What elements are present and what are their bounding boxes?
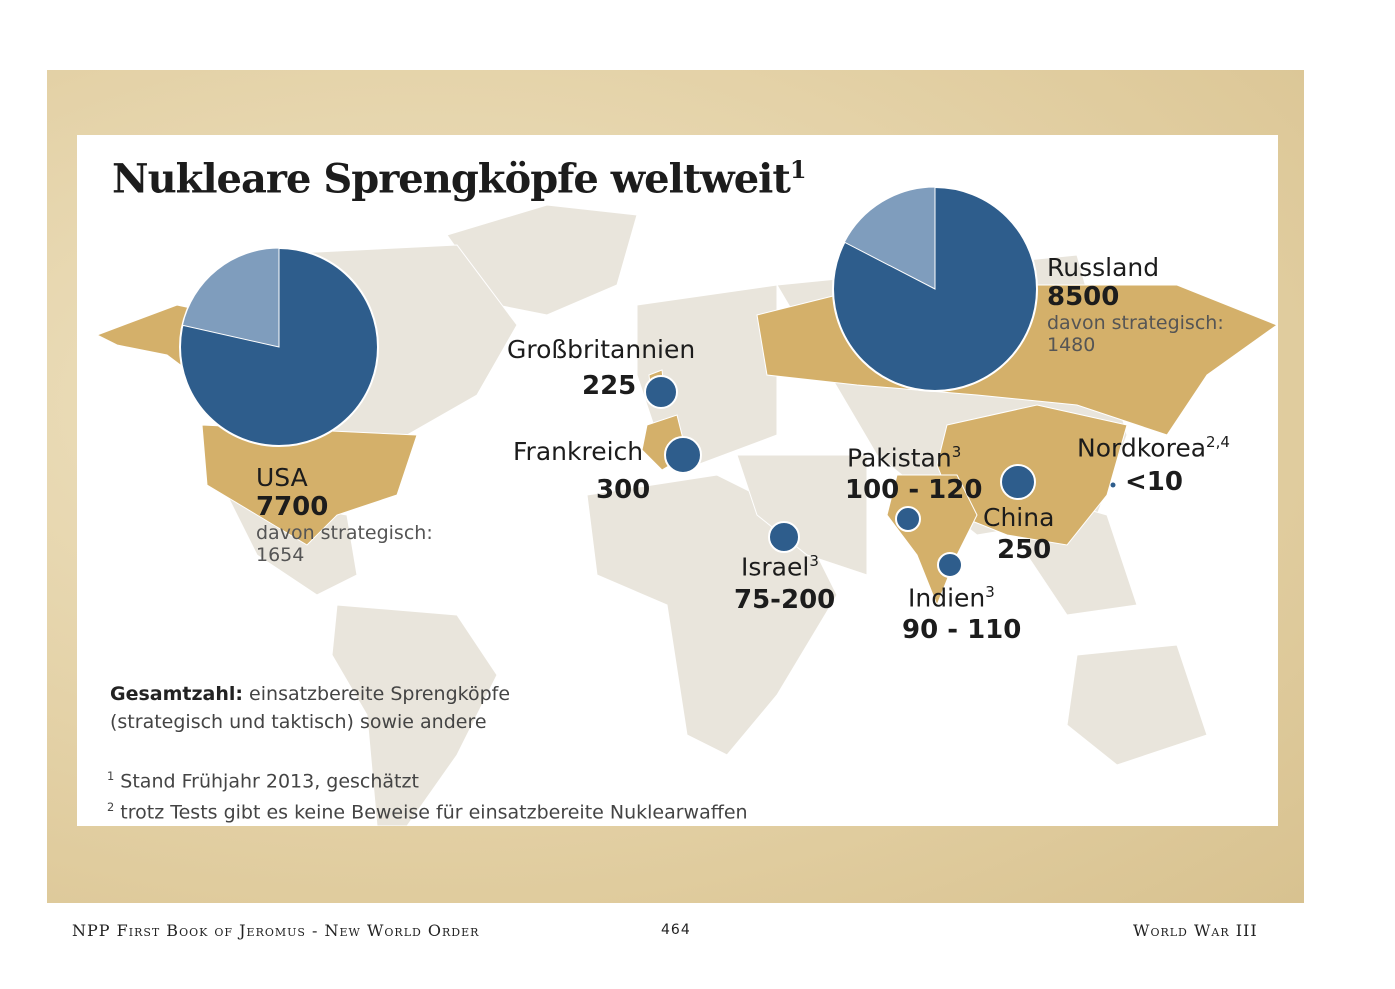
value-nordkorea: <10: [1125, 467, 1183, 497]
page-number: 464: [661, 922, 691, 938]
value-uk: 225: [582, 371, 637, 401]
pie-russland-strategic-slice: [843, 186, 936, 290]
bubble-pakistan: [895, 506, 921, 532]
value-pakistan: 100 - 120: [845, 475, 983, 505]
label-indien: Indien3: [908, 583, 995, 613]
world-map: [95, 186, 1278, 826]
middle-east: [736, 454, 868, 576]
south-america: [331, 604, 498, 826]
bubble-china: [1000, 464, 1036, 500]
value-france: 300: [596, 475, 651, 505]
label-pakistan: Pakistan3: [847, 443, 962, 473]
label-israel: Israel3: [741, 552, 819, 582]
label-china: China: [983, 503, 1055, 532]
footnote-1: 1 Stand Frühjahr 2013, geschätzt: [107, 769, 419, 793]
bubble-france: [664, 436, 702, 474]
value-china: 250: [997, 535, 1052, 565]
legend: Gesamtzahl: einsatzbereite Sprengköpfe (s…: [110, 683, 511, 733]
pie-usa-strategic-slice: [181, 247, 280, 348]
value-israel: 75-200: [734, 585, 836, 615]
value-indien: 90 - 110: [902, 615, 1022, 645]
footer-left: NPP First Book of Jeromus - New World Or…: [72, 921, 480, 940]
footer-right: World War III: [1133, 921, 1258, 940]
page-title: Nukleare Sprengköpfe weltweit1: [112, 155, 807, 203]
label-nordkorea: Nordkorea2,4: [1077, 433, 1230, 463]
bubble-nordkorea: [1110, 482, 1116, 488]
label-usa: USA 7700 davon strategisch: 1654: [256, 463, 433, 566]
label-uk: Großbritannien: [507, 335, 696, 364]
bubble-uk: [644, 375, 678, 409]
infographic: Nukleare Sprengköpfe weltweit1 USA 7700 da…: [77, 135, 1278, 826]
label-france: Frankreich: [513, 437, 644, 466]
footnotes: 1 Stand Frühjahr 2013, geschätzt 2 trotz…: [107, 763, 748, 826]
australia: [1066, 644, 1208, 766]
bubble-india: [937, 552, 963, 578]
label-russland: Russland 8500 davon strategisch: 1480: [1047, 253, 1224, 356]
bubble-israel: [768, 521, 800, 553]
footnote-2: 2 trotz Tests gibt es keine Beweise für …: [107, 800, 748, 824]
